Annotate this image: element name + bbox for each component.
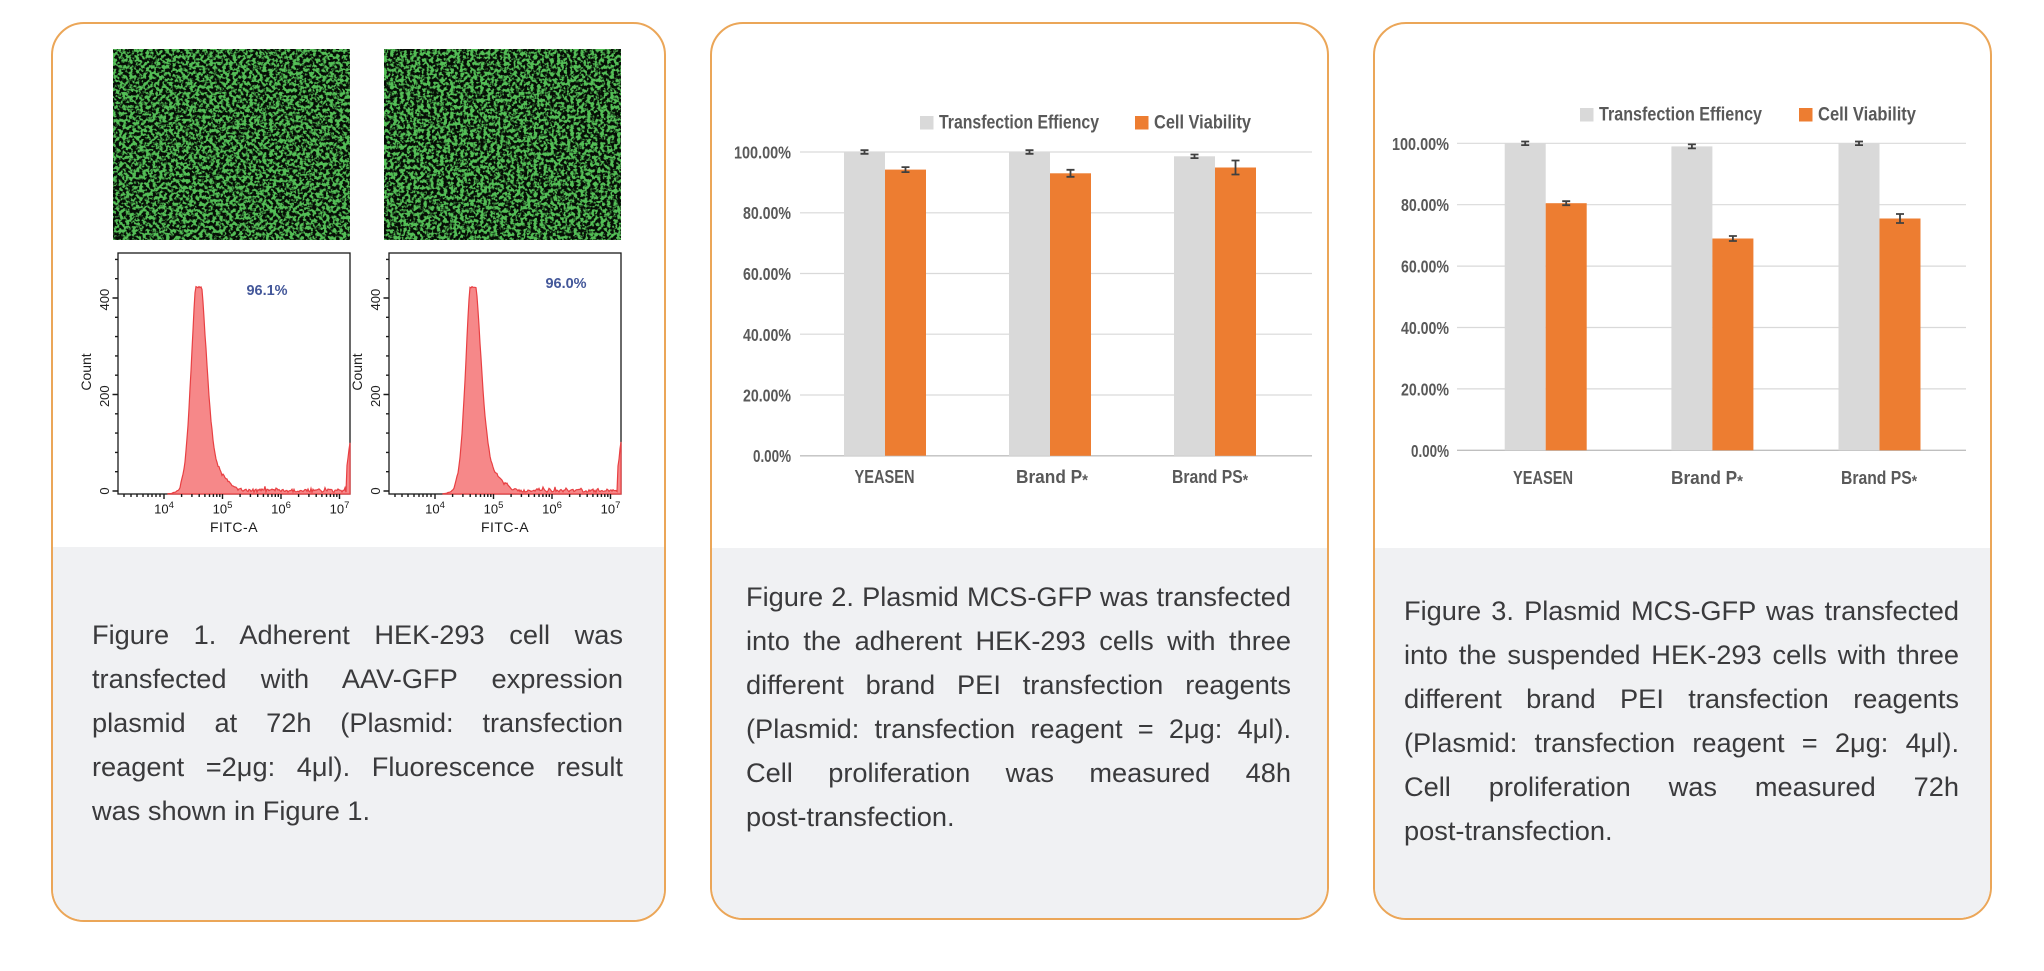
svg-text:96.1%: 96.1% [246,283,287,299]
svg-text:105: 105 [484,500,504,517]
svg-text:400: 400 [368,289,383,311]
svg-text:Count: Count [349,353,365,390]
svg-text:80.00%: 80.00% [743,203,791,223]
svg-text:Cell Viability: Cell Viability [1818,105,1916,126]
svg-text:Brand P*: Brand P* [1016,466,1089,490]
svg-text:Count: Count [78,353,94,390]
svg-text:104: 104 [425,500,445,517]
svg-text:107: 107 [601,500,621,517]
svg-text:400: 400 [97,289,112,311]
svg-text:105: 105 [213,500,233,517]
svg-text:200: 200 [97,385,112,407]
svg-text:0.00%: 0.00% [753,446,791,466]
svg-text:0: 0 [97,487,112,494]
svg-text:20.00%: 20.00% [1401,379,1449,399]
svg-text:100.00%: 100.00% [734,143,791,163]
svg-text:0: 0 [368,487,383,494]
svg-text:Cell Viability: Cell Viability [1154,113,1251,134]
svg-text:Transfection Effiency: Transfection Effiency [939,113,1099,134]
svg-text:20.00%: 20.00% [743,386,791,406]
svg-text:106: 106 [271,500,291,517]
svg-text:106: 106 [542,500,562,517]
svg-text:60.00%: 60.00% [1401,257,1449,277]
svg-text:YEASEN: YEASEN [1513,467,1573,488]
svg-text:200: 200 [368,385,383,407]
svg-text:Transfection Effiency: Transfection Effiency [1599,105,1762,126]
svg-text:60.00%: 60.00% [743,264,791,284]
svg-text:96.0%: 96.0% [545,276,586,292]
svg-text:FITC-A: FITC-A [210,519,258,535]
svg-text:80.00%: 80.00% [1401,195,1449,215]
svg-text:40.00%: 40.00% [743,325,791,345]
svg-text:104: 104 [154,500,174,517]
svg-text:Brand P*: Brand P* [1671,467,1744,491]
svg-text:YEASEN: YEASEN [855,466,915,487]
svg-text:40.00%: 40.00% [1401,318,1449,338]
svg-text:FITC-A: FITC-A [481,519,529,535]
svg-text:107: 107 [330,500,350,517]
svg-text:0.00%: 0.00% [1411,441,1449,461]
svg-text:Brand PS*: Brand PS* [1172,466,1249,490]
svg-text:100.00%: 100.00% [1392,134,1449,154]
svg-text:Brand PS*: Brand PS* [1841,467,1918,491]
